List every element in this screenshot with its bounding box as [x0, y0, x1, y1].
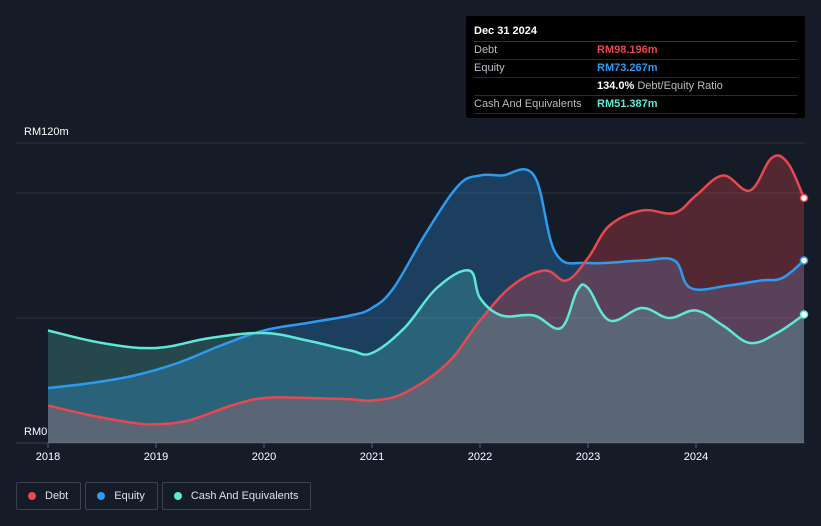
x-tick-label: 2018 [36, 451, 60, 463]
tooltip-value: RM73.267m [597, 62, 658, 74]
x-tick-label: 2021 [360, 451, 384, 463]
tooltip-value: 134.0% [597, 80, 635, 92]
tooltip-date: Dec 31 2024 [474, 24, 797, 42]
tooltip-row-equity: Equity RM73.267m [474, 60, 797, 78]
tooltip-label: Debt [474, 44, 498, 56]
tooltip-label: Cash And Equivalents [474, 98, 582, 110]
legend-item-debt[interactable]: Debt [16, 482, 82, 510]
tooltip-sublabel: Debt/Equity Ratio [637, 80, 723, 92]
x-axis: 2018 2019 2020 2021 2022 2023 2024 [36, 443, 708, 463]
legend-item-cash[interactable]: Cash And Equivalents [161, 482, 312, 510]
area-equity [48, 169, 804, 444]
x-tick-label: 2019 [144, 451, 168, 463]
x-tick-label: 2020 [252, 451, 276, 463]
legend-label: Debt [45, 490, 69, 502]
line-debt [47, 154, 806, 426]
tooltip-label: Equity [474, 62, 505, 74]
x-tick-label: 2022 [468, 451, 492, 463]
tooltip-row-ratio: 134.0% Debt/Equity Ratio [474, 78, 797, 96]
tooltip-row-cash: Cash And Equivalents RM51.387m [474, 96, 797, 114]
legend-dot-icon [28, 492, 36, 500]
tooltip-row-debt: Debt RM98.196m [474, 42, 797, 60]
line-equity [47, 168, 805, 390]
legend-label: Equity [114, 490, 145, 502]
line-cash-and-equivalents [47, 269, 805, 356]
legend-dot-icon [173, 492, 182, 500]
legend-item-equity[interactable]: Equity [85, 482, 158, 510]
y-axis-top-label: RM120m [24, 126, 69, 138]
chart-areas [48, 155, 804, 444]
end-marker-cash-and-equivalents [799, 310, 809, 319]
y-axis-bottom-label: RM0 [24, 426, 47, 438]
legend-dot-icon [97, 492, 106, 500]
chart-end-markers [799, 193, 809, 319]
tooltip-label [474, 78, 597, 95]
tooltip-panel: Dec 31 2024 Debt RM98.196m Equity RM73.2… [466, 16, 805, 118]
chart-lines [47, 154, 806, 426]
tooltip-value: RM98.196m [597, 44, 658, 56]
area-debt [48, 155, 804, 443]
end-marker-equity [799, 256, 809, 265]
end-marker-debt [799, 193, 809, 203]
legend-label: Cash And Equivalents [190, 490, 299, 502]
x-tick-label: 2023 [576, 451, 600, 463]
tooltip-value: RM51.387m [597, 98, 658, 110]
chart-legend: Debt Equity Cash And Equivalents [16, 482, 312, 510]
area-cash-and-equivalents [48, 270, 804, 443]
x-tick-label: 2024 [684, 451, 708, 463]
